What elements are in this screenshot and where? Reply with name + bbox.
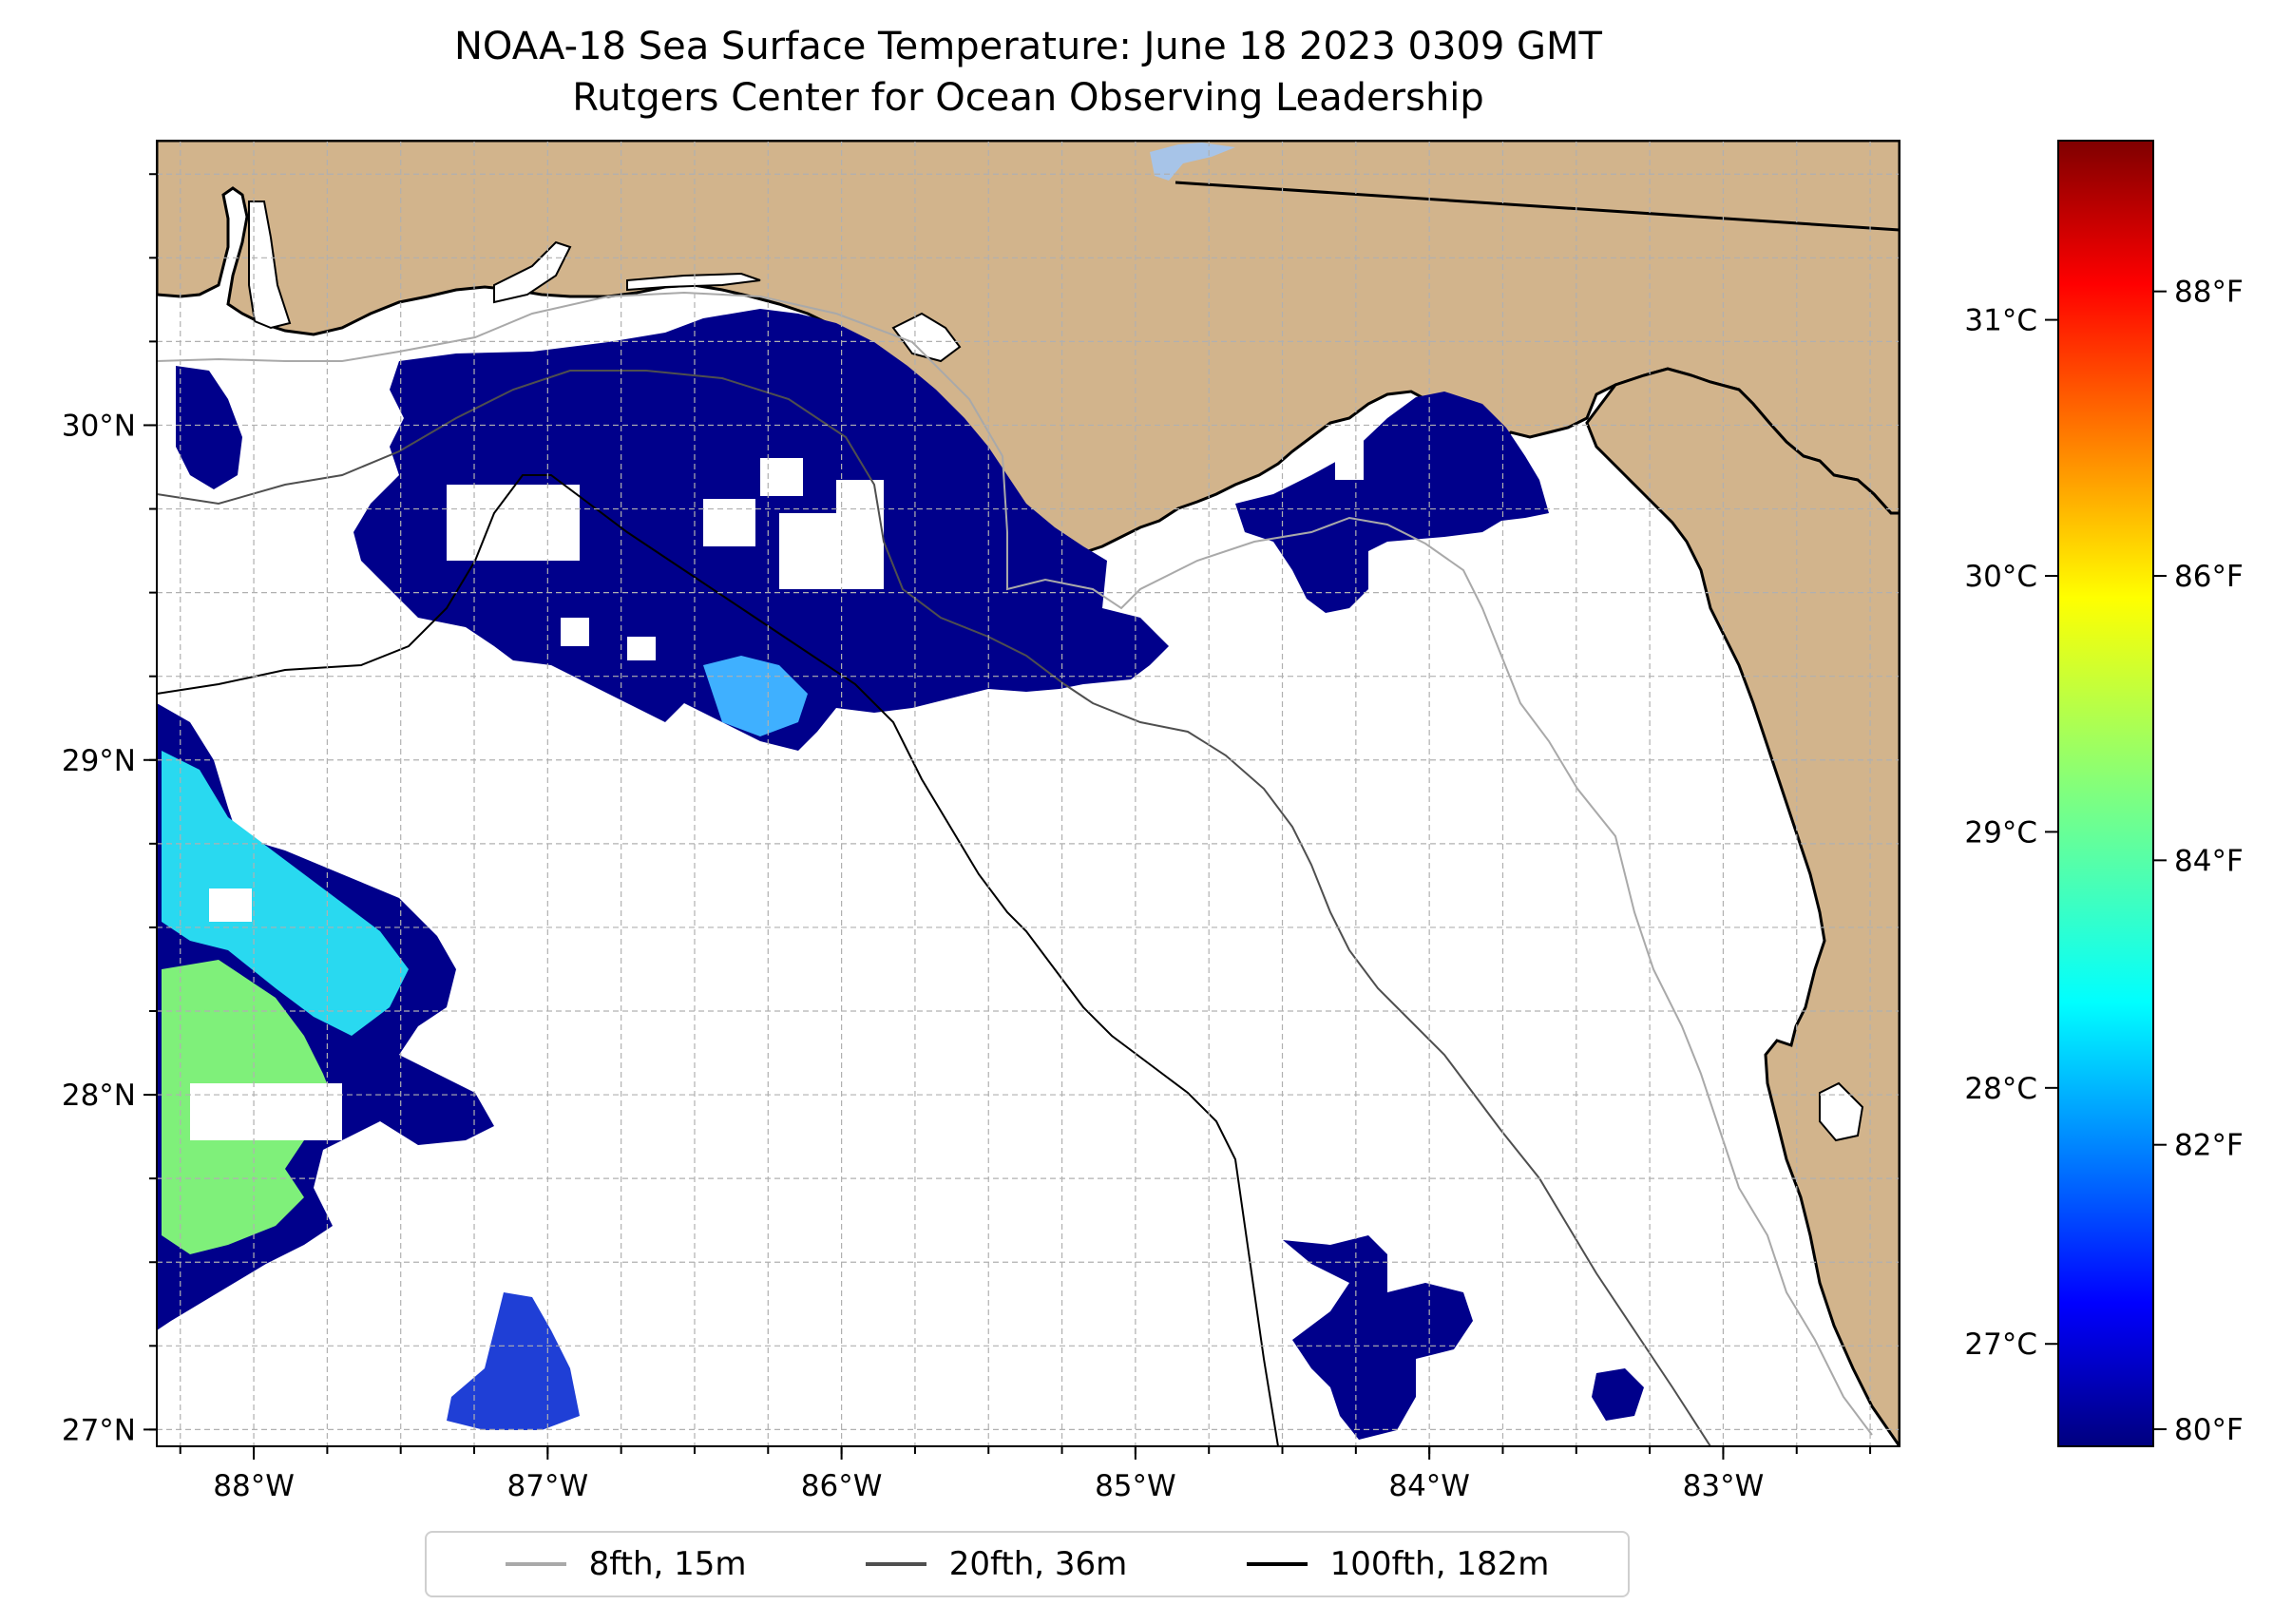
cloud-hole (209, 888, 252, 922)
legend-entry-100fth: 100fth, 182m (1246, 1545, 1550, 1583)
colorbar-label-celsius: 28°C (1964, 1072, 2037, 1106)
cloud-hole (1335, 428, 1364, 480)
map-plot-area (157, 141, 1900, 1446)
cloud-hole (561, 618, 589, 646)
colorbar-ticks: 27°C 28°C 29°C 30°C 31°C 80°F 82°F 84°F 86°F 88°F (1964, 276, 2243, 1447)
state-border (1175, 181, 1900, 232)
st-andrew-bay (891, 312, 962, 363)
colorbar-label-fahrenheit: 84°F (2174, 844, 2244, 878)
sst-patch-panhandle (353, 309, 1169, 751)
map-gridlines (157, 141, 1900, 1446)
sst-patch-big-bend (1235, 392, 1549, 613)
cloud-hole (703, 499, 755, 546)
sst-data-layer (157, 309, 1644, 1440)
map-axis-ticks: 88°W 87°W 86°W 85°W 84°W 83°W 27°N 28°N 29°N 30°N (62, 173, 1872, 1503)
legend-label-8fth: 8fth, 15m (588, 1545, 747, 1583)
tick-label-latitude: 28°N (62, 1079, 136, 1113)
sst-patch-southwest-cyan (162, 751, 409, 1036)
colorbar-label-celsius: 31°C (1964, 304, 2037, 338)
depth-contour-legend: 8fth, 15m 20fth, 36m 100fth, 182m (425, 1531, 1630, 1597)
colorbar-label-fahrenheit: 86°F (2174, 560, 2244, 594)
sst-patch-alabama (176, 366, 242, 489)
colorbar-label-celsius: 29°C (1964, 815, 2037, 850)
legend-entry-8fth: 8fth, 15m (505, 1545, 747, 1583)
contour-20fth-36m (157, 370, 1711, 1446)
choctawhatchee-bay (626, 272, 761, 292)
tampa-bay (1819, 1081, 1864, 1142)
tick-label-longitude: 88°W (213, 1469, 295, 1503)
tick-label-longitude: 86°W (801, 1469, 883, 1503)
legend-entry-20fth: 20fth, 36m (865, 1545, 1128, 1583)
cloud-hole (779, 513, 884, 589)
tick-label-latitude: 30°N (62, 409, 136, 443)
colorbar-label-fahrenheit: 80°F (2174, 1413, 2244, 1447)
map-frame (156, 140, 1900, 1447)
colorbar-label-fahrenheit: 88°F (2174, 276, 2244, 310)
land-mass-florida-peninsula (1585, 367, 1900, 1446)
colorbar (2057, 140, 2154, 1447)
map-subtitle: Rutgers Center for Ocean Observing Leade… (572, 76, 1484, 120)
sst-patch-south-small (1592, 1368, 1644, 1421)
cloud-hole (760, 458, 803, 496)
tick-label-longitude: 87°W (507, 1469, 589, 1503)
legend-label-100fth: 100fth, 182m (1329, 1545, 1550, 1583)
tick-label-longitude: 83°W (1683, 1469, 1765, 1503)
sst-patch-south-center (1283, 1235, 1473, 1440)
cloud-hole (447, 485, 580, 561)
cloud-hole (627, 637, 656, 660)
legend-swatch-20fth (865, 1562, 926, 1566)
map-title: NOAA-18 Sea Surface Temperature: June 18… (453, 25, 1602, 68)
tick-label-latitude: 29°N (62, 744, 136, 778)
colorbar-label-fahrenheit: 82°F (2174, 1129, 2244, 1163)
lake (1150, 143, 1235, 181)
legend-swatch-8fth (505, 1562, 566, 1566)
legend-label-20fth: 20fth, 36m (948, 1545, 1128, 1583)
colorbar-label-celsius: 27°C (1964, 1328, 2037, 1362)
legend-swatch-100fth (1246, 1562, 1308, 1566)
mobile-bay (248, 201, 292, 330)
colorbar-label-celsius: 30°C (1964, 560, 2037, 594)
tick-label-longitude: 85°W (1095, 1469, 1176, 1503)
tick-label-longitude: 84°W (1388, 1469, 1470, 1503)
cloud-hole (190, 1083, 342, 1140)
tick-label-latitude: 27°N (62, 1413, 136, 1447)
sst-patch-south-west-small (447, 1292, 580, 1430)
